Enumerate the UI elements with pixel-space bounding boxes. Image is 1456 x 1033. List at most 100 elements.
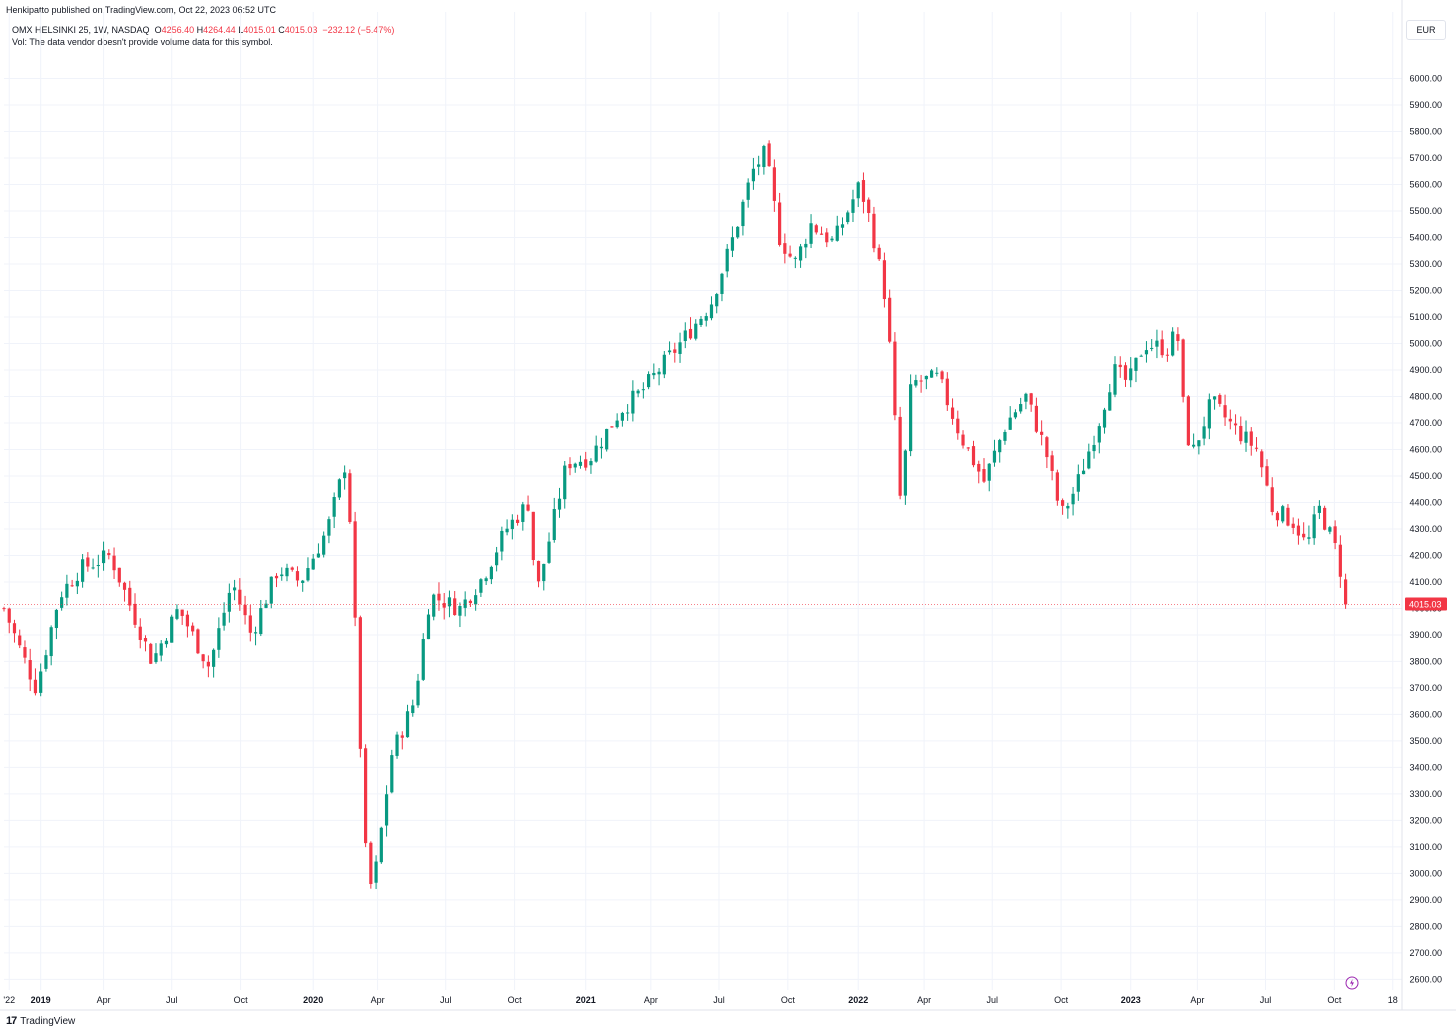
candle-up (924, 375, 928, 380)
x-tick-label: Oct (234, 995, 249, 1005)
y-tick-label: 5700.00 (1409, 153, 1442, 163)
candle-down (138, 626, 142, 640)
candle-up (631, 390, 635, 414)
y-tick-label: 3100.00 (1409, 842, 1442, 852)
candle-up (217, 628, 221, 650)
candle-up (830, 238, 834, 241)
candle-down (783, 243, 787, 254)
candle-up (1097, 426, 1101, 443)
candle-up (343, 472, 347, 479)
candle-down (12, 623, 17, 634)
candle-up (395, 734, 399, 756)
candle-down (1260, 451, 1264, 468)
candle-down (898, 416, 902, 496)
candle-up (992, 450, 997, 463)
x-tick-label: Jul (1260, 995, 1272, 1005)
x-tick-label: 2023 (1121, 995, 1141, 1005)
y-tick-label: 5600.00 (1409, 179, 1442, 189)
candle-down (364, 748, 368, 844)
candle-up (762, 145, 766, 168)
candle-up (1019, 404, 1023, 412)
candle-down (1323, 507, 1327, 530)
candle-up (1087, 451, 1091, 469)
candle-up (259, 608, 263, 635)
candle-up (1312, 514, 1316, 539)
y-tick-label: 5000.00 (1409, 338, 1442, 348)
candle-down (531, 511, 535, 560)
x-tick-label: Apr (917, 995, 931, 1005)
candle-down (788, 253, 792, 257)
candle-up (683, 330, 687, 342)
candle-up (573, 463, 577, 468)
y-tick-label: 3600.00 (1409, 709, 1442, 719)
candle-up (416, 680, 420, 706)
candle-up (1155, 340, 1159, 347)
x-tick-label: Apr (1190, 995, 1204, 1005)
candle-up (641, 389, 645, 391)
candle-up (626, 412, 630, 414)
candle-down (442, 603, 446, 608)
candle-up (411, 705, 415, 714)
candle-up (505, 528, 509, 533)
x-tick-label: 2020 (303, 995, 323, 1005)
candle-up (164, 640, 169, 645)
candle-up (269, 576, 273, 604)
candle-down (185, 614, 190, 627)
x-tick-label: 2021 (576, 995, 596, 1005)
candle-up (1150, 347, 1154, 349)
y-tick-label: 5500.00 (1409, 206, 1442, 216)
candle-up (652, 372, 656, 376)
candle-down (1265, 466, 1269, 486)
x-tick-label: 2019 (31, 995, 51, 1005)
lightning-icon[interactable] (1345, 976, 1359, 990)
y-tick-label: 5400.00 (1409, 232, 1442, 242)
candle-up (1108, 392, 1112, 411)
y-tick-label: 5100.00 (1409, 312, 1442, 322)
price-axis: 2600.00 2700.00 2800.00 2900.00 3000.00 3100.… (1401, 0, 1442, 1010)
candle-down (568, 464, 572, 469)
chart-grid (4, 12, 1402, 990)
y-tick-label: 5300.00 (1409, 259, 1442, 269)
candle-up (81, 559, 85, 582)
candle-up (379, 827, 383, 863)
candle-down (814, 225, 818, 233)
candle-up (484, 578, 488, 582)
candle-up (1281, 506, 1285, 522)
x-tick-label: 18 (1388, 995, 1398, 1005)
candle-up (159, 643, 163, 656)
currency-button[interactable]: EUR (1406, 20, 1446, 40)
candle-down (143, 638, 148, 642)
candle-down (825, 232, 829, 243)
candle-down (201, 654, 205, 662)
candle-up (636, 390, 640, 394)
candle-up (646, 374, 651, 388)
x-tick-label: Apr (371, 995, 385, 1005)
candle-up (1066, 505, 1070, 509)
tradingview-footer[interactable]: 17 TradingView (6, 1015, 75, 1027)
candle-down (400, 735, 404, 738)
candle-up (1003, 431, 1007, 441)
volume-note: Vol: The data vendor doesn't provide vol… (12, 37, 273, 47)
candle-up (54, 609, 59, 629)
candle-up (384, 794, 389, 826)
candle-up (987, 463, 991, 481)
candle-up (1244, 431, 1248, 443)
candle-down (536, 560, 541, 582)
y-tick-label: 2700.00 (1409, 948, 1442, 958)
candle-up (935, 372, 939, 374)
candle-up (1102, 409, 1107, 428)
candle-down (1302, 533, 1306, 538)
candle-up (1202, 426, 1206, 439)
candle-down (1123, 365, 1128, 380)
candle-down (819, 233, 824, 235)
candle-up (154, 653, 158, 663)
symbol-name[interactable]: OMX HELSINKI 25, 1W, NASDAQ (12, 25, 150, 35)
candle-down (1291, 523, 1295, 528)
candle-up (563, 465, 567, 500)
x-tick-label: '22 (3, 995, 15, 1005)
y-tick-label: 3400.00 (1409, 762, 1442, 772)
candle-up (578, 461, 583, 466)
candle-down (1186, 396, 1190, 446)
candle-down (1218, 395, 1222, 404)
